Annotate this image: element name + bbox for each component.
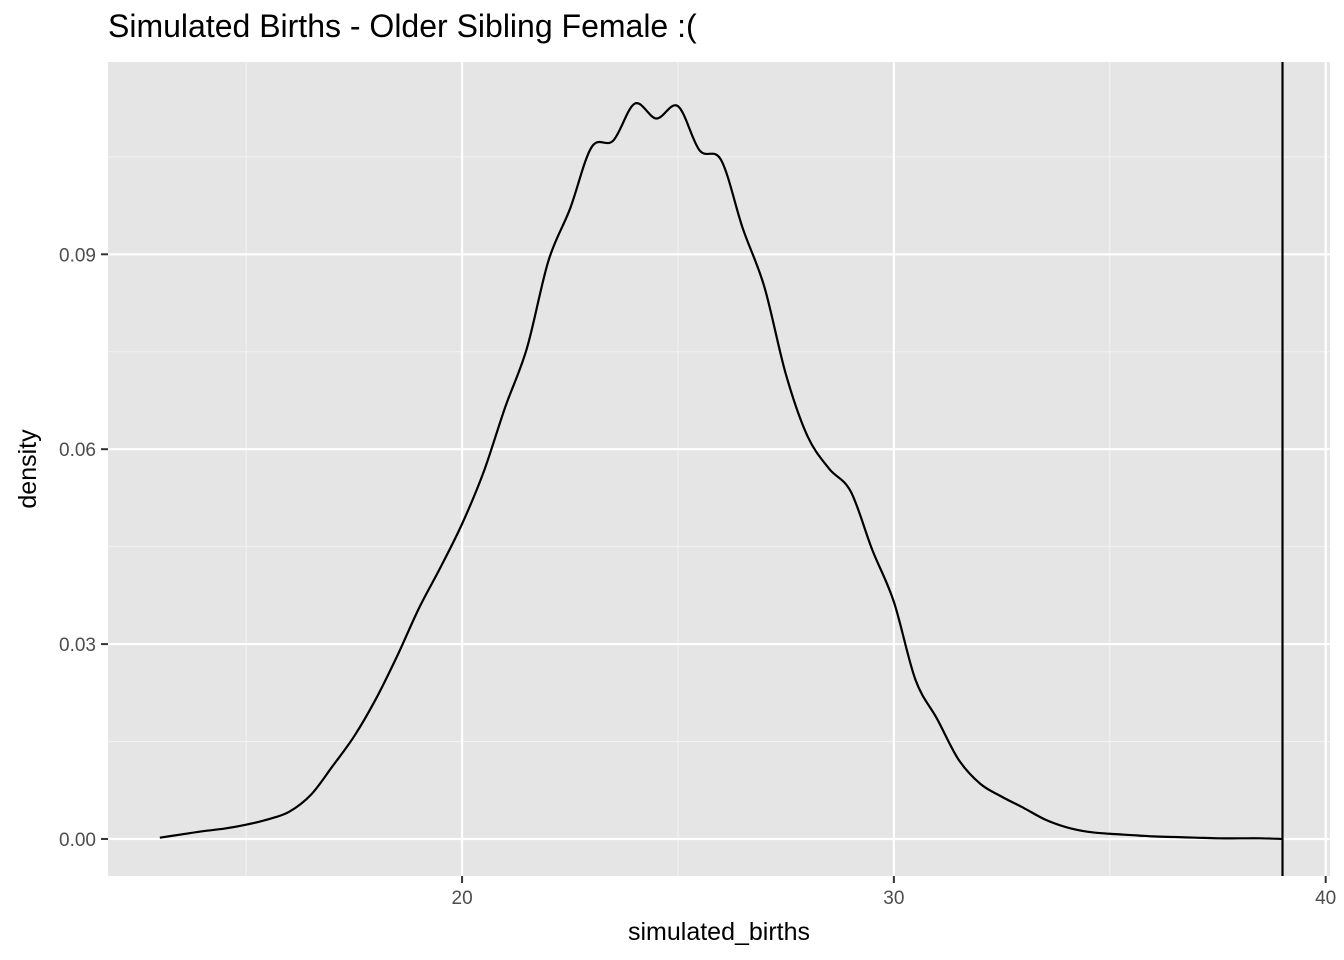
y-tick-label: 0.06 [59, 440, 96, 461]
y-tick-label: 0.00 [59, 830, 96, 851]
minor-gridlines [108, 62, 1330, 876]
y-axis: 0.00 0.03 0.06 0.09 [59, 245, 108, 851]
y-axis-title: density [14, 429, 42, 509]
x-tick-label: 40 [1315, 888, 1336, 909]
x-axis-title: simulated_births [628, 918, 810, 946]
major-gridlines [108, 62, 1330, 876]
y-tick-label: 0.09 [59, 245, 96, 266]
chart-title: Simulated Births - Older Sibling Female … [108, 8, 697, 44]
x-tick-label: 20 [452, 888, 473, 909]
plot-panel [108, 62, 1330, 876]
x-tick-label: 30 [883, 888, 904, 909]
y-tick-label: 0.03 [59, 635, 96, 656]
density-curve [159, 102, 1283, 841]
x-axis: 20 30 40 [452, 876, 1336, 909]
